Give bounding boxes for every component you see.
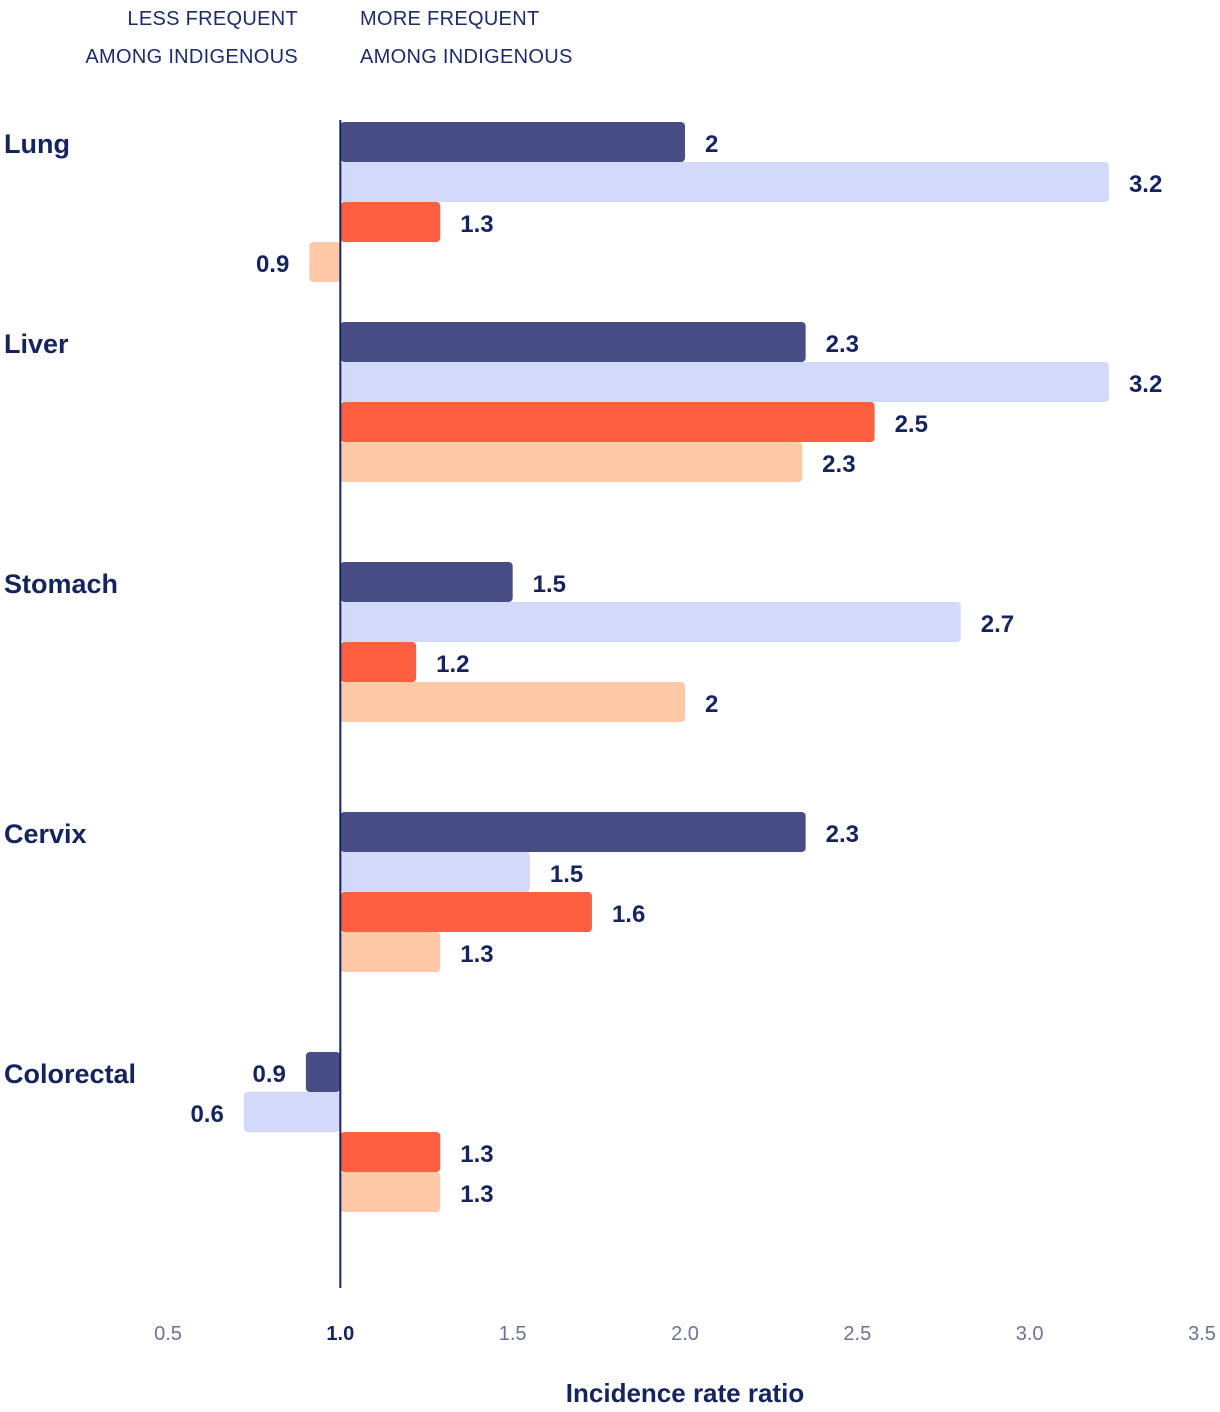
bar-lung-series-4 bbox=[309, 242, 341, 282]
bar-cervix-series-2 bbox=[340, 852, 530, 892]
x-axis-ticks: 0.5 1.0 1.5 2.0 2.5 3.0 3.5 bbox=[154, 1323, 1216, 1345]
value-label-stomach-series-2: 2.7 bbox=[981, 611, 1014, 638]
x-tick-1-0: 1.0 bbox=[326, 1323, 354, 1345]
value-label-colorectal-series-1: 0.9 bbox=[252, 1061, 285, 1088]
value-label-cervix-series-2: 1.5 bbox=[550, 861, 583, 888]
x-tick-0-5: 0.5 bbox=[154, 1323, 182, 1345]
value-label-colorectal-series-4: 1.3 bbox=[460, 1181, 493, 1208]
value-label-stomach-series-3: 1.2 bbox=[436, 651, 469, 678]
bar-stomach-series-3 bbox=[340, 642, 417, 682]
more-frequent-line-2: AMONG INDIGENOUS bbox=[360, 46, 573, 68]
value-label-cervix-series-4: 1.3 bbox=[460, 941, 493, 968]
category-labels: Lung Liver Stomach Cervix Colorectal bbox=[4, 129, 136, 1089]
value-label-liver-series-3: 2.5 bbox=[895, 411, 928, 438]
category-label-cervix: Cervix bbox=[4, 819, 87, 849]
x-tick-1-5: 1.5 bbox=[499, 1323, 527, 1345]
value-label-stomach-series-1: 1.5 bbox=[533, 571, 566, 598]
value-label-liver-series-4: 2.3 bbox=[822, 451, 855, 478]
value-label-liver-series-2: 3.2 bbox=[1129, 371, 1162, 398]
value-label-lung-series-2: 3.2 bbox=[1129, 171, 1162, 198]
bar-colorectal-series-3 bbox=[340, 1132, 441, 1172]
bar-colorectal-series-1 bbox=[305, 1052, 341, 1092]
bar-cervix-series-3 bbox=[340, 892, 592, 932]
x-tick-3-0: 3.0 bbox=[1016, 1323, 1044, 1345]
value-label-lung-series-3: 1.3 bbox=[460, 211, 493, 238]
value-label-cervix-series-3: 1.6 bbox=[612, 901, 645, 928]
less-frequent-line-1: LESS FREQUENT bbox=[127, 8, 298, 30]
bar-lung-series-1 bbox=[340, 122, 685, 162]
bar-stomach-series-2 bbox=[340, 602, 961, 642]
bars-layer bbox=[243, 122, 1109, 1212]
bar-liver-series-1 bbox=[340, 322, 806, 362]
value-label-cervix-series-1: 2.3 bbox=[826, 821, 859, 848]
bar-cervix-series-4 bbox=[340, 932, 441, 972]
value-label-lung-series-1: 2 bbox=[705, 131, 718, 158]
less-frequent-line-2: AMONG INDIGENOUS bbox=[85, 46, 298, 68]
category-label-liver: Liver bbox=[4, 329, 69, 359]
bar-liver-series-2 bbox=[340, 362, 1109, 402]
x-axis-title: Incidence rate ratio bbox=[566, 1378, 804, 1408]
bar-liver-series-3 bbox=[340, 402, 875, 442]
category-label-stomach: Stomach bbox=[4, 569, 118, 599]
bar-lung-series-2 bbox=[340, 162, 1109, 202]
bar-stomach-series-1 bbox=[340, 562, 513, 602]
less-frequent-label: LESS FREQUENT AMONG INDIGENOUS bbox=[40, 0, 298, 76]
bar-liver-series-4 bbox=[340, 442, 803, 482]
category-label-colorectal: Colorectal bbox=[4, 1059, 136, 1089]
x-tick-2-5: 2.5 bbox=[843, 1323, 871, 1345]
value-label-liver-series-1: 2.3 bbox=[826, 331, 859, 358]
value-label-stomach-series-4: 2 bbox=[705, 691, 718, 718]
bar-colorectal-series-2 bbox=[243, 1092, 341, 1132]
value-label-colorectal-series-3: 1.3 bbox=[460, 1141, 493, 1168]
bar-cervix-series-1 bbox=[340, 812, 806, 852]
x-tick-3-5: 3.5 bbox=[1188, 1323, 1216, 1345]
bar-lung-series-3 bbox=[340, 202, 441, 242]
value-label-lung-series-4: 0.9 bbox=[256, 251, 289, 278]
more-frequent-line-1: MORE FREQUENT bbox=[360, 8, 540, 30]
value-label-colorectal-series-2: 0.6 bbox=[190, 1101, 223, 1128]
x-tick-2-0: 2.0 bbox=[671, 1323, 699, 1345]
bar-stomach-series-4 bbox=[340, 682, 685, 722]
value-labels: 2 3.2 1.3 0.9 2.3 3.2 2.5 2.3 1.5 2.7 1.2 2 2.3 1.5 1.… bbox=[190, 131, 1162, 1208]
more-frequent-label: MORE FREQUENT AMONG INDIGENOUS bbox=[360, 0, 660, 76]
category-label-lung: Lung bbox=[4, 129, 70, 159]
bar-colorectal-series-4 bbox=[340, 1172, 441, 1212]
